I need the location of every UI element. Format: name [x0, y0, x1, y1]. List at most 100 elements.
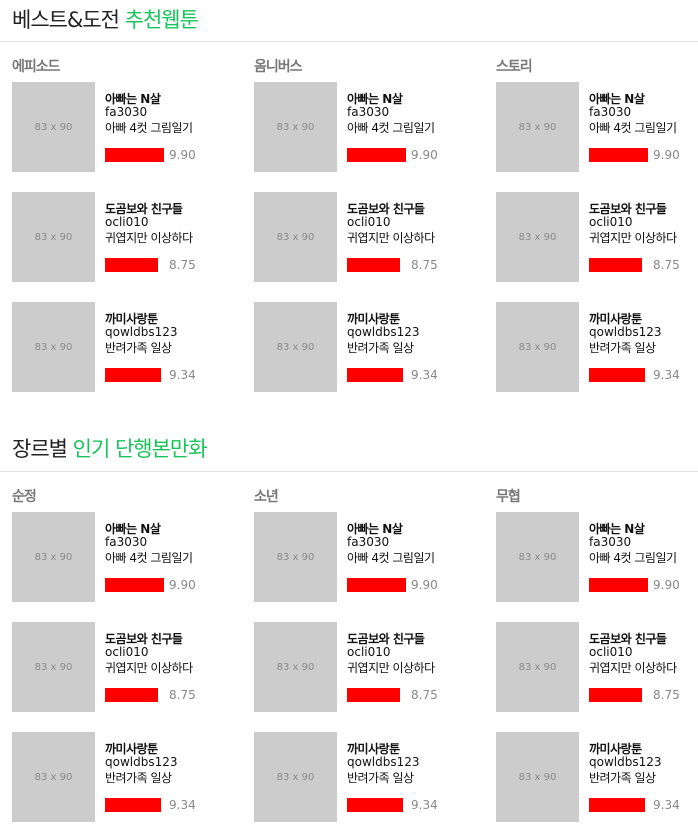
column-heading[interactable]: 순정 — [12, 489, 37, 505]
thumbnail-placeholder[interactable]: 83 x 90 — [12, 732, 95, 822]
rating-bar-fill — [347, 798, 404, 812]
thumbnail-placeholder[interactable]: 83 x 90 — [496, 192, 579, 282]
webtoon-description: 반려가족 일상 — [589, 341, 656, 355]
thumbnail-placeholder[interactable]: 83 x 90 — [254, 302, 337, 392]
webtoon-card[interactable]: 83 x 90 도곰보와 친구들 ocli010 귀엽지만 이상하다 8.75 — [254, 192, 484, 284]
webtoon-title[interactable]: 도곰보와 친구들 — [347, 202, 425, 216]
rating-bar-fill — [347, 148, 407, 162]
webtoon-title[interactable]: 도곰보와 친구들 — [347, 632, 425, 646]
rating-bar — [105, 258, 165, 272]
webtoon-description: 반려가족 일상 — [105, 771, 172, 785]
rating-bar-fill — [105, 798, 162, 812]
rating-bar — [589, 798, 649, 812]
webtoon-card[interactable]: 83 x 90 까미사랑툰 qowldbs123 반려가족 일상 9.34 — [12, 302, 242, 394]
webtoon-author: ocli010 — [347, 215, 391, 229]
webtoon-author: fa3030 — [105, 535, 148, 549]
rating-bar-fill — [347, 578, 407, 592]
webtoon-card[interactable]: 83 x 90 까미사랑툰 qowldbs123 반려가족 일상 9.34 — [254, 732, 484, 824]
webtoon-title[interactable]: 까미사랑툰 — [589, 742, 642, 756]
webtoon-description: 아빠 4컷 그림일기 — [105, 551, 193, 565]
rating-bar-fill — [589, 258, 642, 272]
column-heading[interactable]: 스토리 — [496, 59, 533, 75]
webtoon-title[interactable]: 아빠는 N살 — [347, 92, 403, 106]
webtoon-author: fa3030 — [589, 535, 632, 549]
rating-score: 9.34 — [653, 798, 680, 812]
thumbnail-placeholder[interactable]: 83 x 90 — [12, 622, 95, 712]
thumbnail-placeholder[interactable]: 83 x 90 — [12, 302, 95, 392]
rating-bar-fill — [105, 368, 162, 382]
webtoon-card[interactable]: 83 x 90 도곰보와 친구들 ocli010 귀엽지만 이상하다 8.75 — [12, 622, 242, 714]
rating-score: 9.34 — [169, 798, 196, 812]
webtoon-card[interactable]: 83 x 90 아빠는 N살 fa3030 아빠 4컷 그림일기 9.90 — [12, 82, 242, 174]
webtoon-card[interactable]: 83 x 90 아빠는 N살 fa3030 아빠 4컷 그림일기 9.90 — [12, 512, 242, 604]
webtoon-title[interactable]: 아빠는 N살 — [589, 522, 645, 536]
webtoon-title[interactable]: 도곰보와 친구들 — [105, 632, 183, 646]
webtoon-card[interactable]: 83 x 90 도곰보와 친구들 ocli010 귀엽지만 이상하다 8.75 — [496, 622, 698, 714]
webtoon-title[interactable]: 아빠는 N살 — [105, 92, 161, 106]
webtoon-title[interactable]: 아빠는 N살 — [589, 92, 645, 106]
webtoon-title[interactable]: 까미사랑툰 — [105, 742, 158, 756]
thumbnail-placeholder[interactable]: 83 x 90 — [496, 302, 579, 392]
rating-bar — [347, 258, 407, 272]
thumbnail-placeholder[interactable]: 83 x 90 — [12, 82, 95, 172]
column-heading[interactable]: 무협 — [496, 489, 521, 505]
webtoon-author: ocli010 — [589, 215, 633, 229]
webtoon-author: qowldbs123 — [347, 325, 420, 339]
webtoon-title[interactable]: 아빠는 N살 — [105, 522, 161, 536]
thumbnail-placeholder[interactable]: 83 x 90 — [496, 82, 579, 172]
webtoon-description: 귀엽지만 이상하다 — [105, 661, 193, 675]
webtoon-author: fa3030 — [347, 535, 390, 549]
rating-bar-fill — [347, 258, 400, 272]
webtoon-title[interactable]: 아빠는 N살 — [347, 522, 403, 536]
webtoon-card[interactable]: 83 x 90 도곰보와 친구들 ocli010 귀엽지만 이상하다 8.75 — [496, 192, 698, 284]
thumbnail-placeholder[interactable]: 83 x 90 — [254, 622, 337, 712]
rating-bar — [105, 148, 165, 162]
webtoon-description: 반려가족 일상 — [347, 341, 414, 355]
thumbnail-placeholder[interactable]: 83 x 90 — [254, 732, 337, 822]
webtoon-author: qowldbs123 — [105, 325, 178, 339]
webtoon-description: 귀엽지만 이상하다 — [589, 661, 677, 675]
rating-bar — [589, 258, 649, 272]
webtoon-card[interactable]: 83 x 90 아빠는 N살 fa3030 아빠 4컷 그림일기 9.90 — [254, 82, 484, 174]
thumbnail-placeholder[interactable]: 83 x 90 — [254, 82, 337, 172]
thumbnail-placeholder[interactable]: 83 x 90 — [496, 622, 579, 712]
webtoon-card[interactable]: 83 x 90 까미사랑툰 qowldbs123 반려가족 일상 9.34 — [496, 302, 698, 394]
section-divider — [0, 41, 698, 42]
section-title: 장르별 인기 단행본만화 — [12, 439, 208, 460]
thumbnail-placeholder[interactable]: 83 x 90 — [254, 192, 337, 282]
webtoon-card[interactable]: 83 x 90 도곰보와 친구들 ocli010 귀엽지만 이상하다 8.75 — [254, 622, 484, 714]
webtoon-description: 반려가족 일상 — [105, 341, 172, 355]
webtoon-card[interactable]: 83 x 90 까미사랑툰 qowldbs123 반려가족 일상 9.34 — [254, 302, 484, 394]
column-heading[interactable]: 옴니버스 — [254, 59, 303, 75]
webtoon-title[interactable]: 까미사랑툰 — [589, 312, 642, 326]
webtoon-description: 귀엽지만 이상하다 — [347, 231, 435, 245]
thumbnail-placeholder[interactable]: 83 x 90 — [254, 512, 337, 602]
webtoon-title[interactable]: 까미사랑툰 — [347, 742, 400, 756]
thumbnail-placeholder[interactable]: 83 x 90 — [12, 512, 95, 602]
rating-bar-fill — [589, 578, 649, 592]
webtoon-card[interactable]: 83 x 90 아빠는 N살 fa3030 아빠 4컷 그림일기 9.90 — [254, 512, 484, 604]
webtoon-card[interactable]: 83 x 90 까미사랑툰 qowldbs123 반려가족 일상 9.34 — [12, 732, 242, 824]
webtoon-title[interactable]: 도곰보와 친구들 — [589, 632, 667, 646]
column-heading[interactable]: 에피소드 — [12, 59, 61, 75]
webtoon-title[interactable]: 까미사랑툰 — [105, 312, 158, 326]
webtoon-title[interactable]: 까미사랑툰 — [347, 312, 400, 326]
webtoon-description: 귀엽지만 이상하다 — [105, 231, 193, 245]
webtoon-card[interactable]: 83 x 90 아빠는 N살 fa3030 아빠 4컷 그림일기 9.90 — [496, 82, 698, 174]
rating-bar-fill — [589, 368, 646, 382]
rating-score: 8.75 — [411, 688, 438, 702]
thumbnail-placeholder[interactable]: 83 x 90 — [496, 732, 579, 822]
rating-score: 9.34 — [653, 368, 680, 382]
thumbnail-placeholder[interactable]: 83 x 90 — [12, 192, 95, 282]
rating-bar — [105, 368, 165, 382]
webtoon-author: fa3030 — [589, 105, 632, 119]
rating-bar — [589, 688, 649, 702]
webtoon-card[interactable]: 83 x 90 까미사랑툰 qowldbs123 반려가족 일상 9.34 — [496, 732, 698, 824]
thumbnail-placeholder[interactable]: 83 x 90 — [496, 512, 579, 602]
webtoon-title[interactable]: 도곰보와 친구들 — [105, 202, 183, 216]
column-heading[interactable]: 소년 — [254, 489, 279, 505]
rating-bar — [347, 578, 407, 592]
webtoon-title[interactable]: 도곰보와 친구들 — [589, 202, 667, 216]
webtoon-card[interactable]: 83 x 90 아빠는 N살 fa3030 아빠 4컷 그림일기 9.90 — [496, 512, 698, 604]
webtoon-card[interactable]: 83 x 90 도곰보와 친구들 ocli010 귀엽지만 이상하다 8.75 — [12, 192, 242, 284]
